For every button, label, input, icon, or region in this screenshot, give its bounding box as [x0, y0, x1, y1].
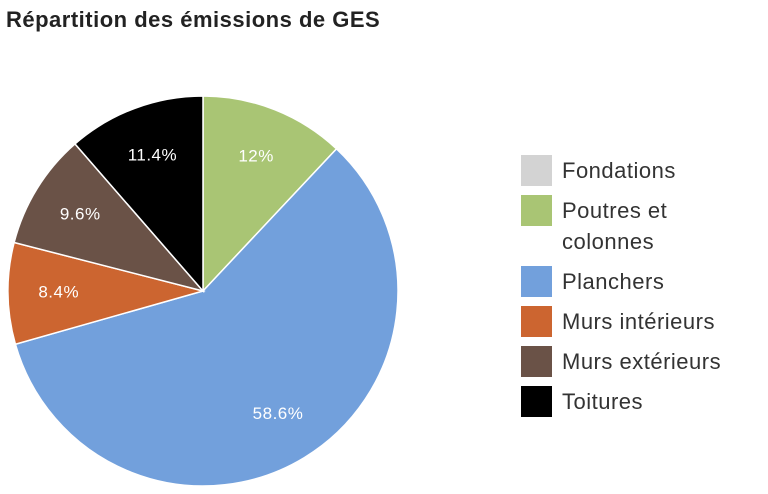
pie-slice: [7, 241, 206, 346]
legend-item: Murs intérieurs: [521, 306, 762, 337]
data-label: 58.6%: [253, 404, 304, 423]
pie-slice: [13, 142, 206, 293]
legend-label: Planchers: [562, 269, 665, 294]
pie-slice: [73, 95, 204, 294]
legend-swatch: [521, 386, 552, 417]
pie-slice: [14, 147, 399, 487]
legend: Fondations Poutres et colonnes Planchers Mu…: [521, 155, 762, 426]
legend-swatch: [521, 306, 552, 337]
legend-swatch: [521, 155, 552, 186]
legend-swatch: [521, 346, 552, 377]
legend-swatch: [521, 266, 552, 297]
legend-label: Poutres et colonnes: [562, 198, 668, 254]
chart-title: Répartition des émissions de GES: [6, 7, 381, 32]
legend-item: Planchers: [521, 266, 762, 297]
data-label: 11.4%: [128, 145, 177, 164]
pie-slice: [202, 95, 338, 293]
legend-label: Fondations: [562, 158, 676, 183]
legend-label: Murs extérieurs: [562, 349, 722, 374]
data-label: 9.6%: [60, 205, 101, 224]
data-label: 12%: [238, 146, 274, 165]
legend-item: Poutres et colonnes: [521, 195, 762, 257]
data-label: 8.4%: [38, 282, 79, 301]
legend-swatch: [521, 195, 552, 226]
legend-item: Murs extérieurs: [521, 346, 762, 377]
legend-label: Murs intérieurs: [562, 309, 715, 334]
legend-label: Toitures: [562, 389, 644, 414]
legend-item: Fondations: [521, 155, 762, 186]
legend-item: Toitures: [521, 386, 762, 417]
